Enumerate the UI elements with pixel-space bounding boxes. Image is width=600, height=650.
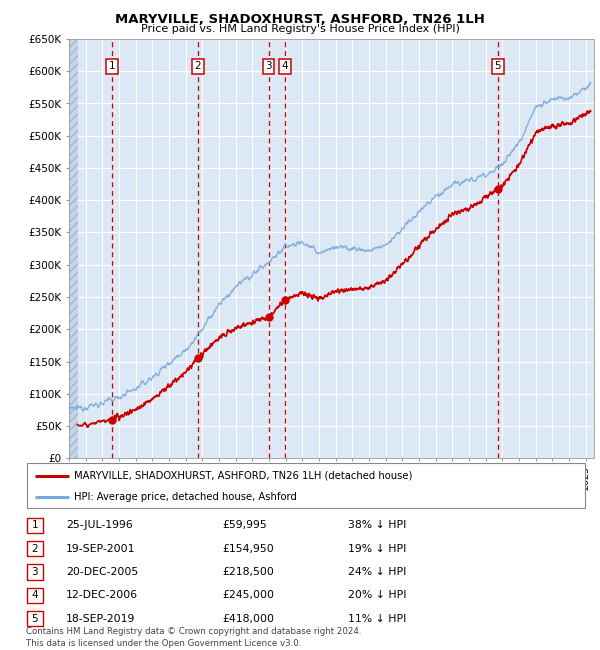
- Text: 3: 3: [265, 61, 272, 72]
- Text: HPI: Average price, detached house, Ashford: HPI: Average price, detached house, Ashf…: [74, 493, 298, 502]
- Text: 19-SEP-2001: 19-SEP-2001: [66, 543, 136, 554]
- Text: 1: 1: [109, 61, 115, 72]
- FancyBboxPatch shape: [26, 588, 43, 603]
- Text: £218,500: £218,500: [222, 567, 274, 577]
- Text: 25-JUL-1996: 25-JUL-1996: [66, 520, 133, 530]
- Text: 38% ↓ HPI: 38% ↓ HPI: [348, 520, 406, 530]
- FancyBboxPatch shape: [26, 564, 43, 580]
- Text: 4: 4: [31, 590, 38, 601]
- Text: 19% ↓ HPI: 19% ↓ HPI: [348, 543, 406, 554]
- Text: 20% ↓ HPI: 20% ↓ HPI: [348, 590, 407, 601]
- Text: MARYVILLE, SHADOXHURST, ASHFORD, TN26 1LH (detached house): MARYVILLE, SHADOXHURST, ASHFORD, TN26 1L…: [74, 471, 413, 480]
- Text: 11% ↓ HPI: 11% ↓ HPI: [348, 614, 406, 624]
- Text: £245,000: £245,000: [222, 590, 274, 601]
- FancyBboxPatch shape: [27, 463, 585, 508]
- Text: 18-SEP-2019: 18-SEP-2019: [66, 614, 136, 624]
- Text: £154,950: £154,950: [222, 543, 274, 554]
- Text: 12-DEC-2006: 12-DEC-2006: [66, 590, 138, 601]
- Text: 4: 4: [281, 61, 288, 72]
- Text: 1: 1: [31, 520, 38, 530]
- Text: 3: 3: [31, 567, 38, 577]
- Text: Price paid vs. HM Land Registry's House Price Index (HPI): Price paid vs. HM Land Registry's House …: [140, 24, 460, 34]
- Text: 24% ↓ HPI: 24% ↓ HPI: [348, 567, 406, 577]
- Text: 2: 2: [194, 61, 201, 72]
- FancyBboxPatch shape: [26, 611, 43, 627]
- Text: 20-DEC-2005: 20-DEC-2005: [66, 567, 138, 577]
- Text: MARYVILLE, SHADOXHURST, ASHFORD, TN26 1LH: MARYVILLE, SHADOXHURST, ASHFORD, TN26 1L…: [115, 13, 485, 26]
- FancyBboxPatch shape: [26, 517, 43, 533]
- Text: 2: 2: [31, 543, 38, 554]
- Text: Contains HM Land Registry data © Crown copyright and database right 2024.
This d: Contains HM Land Registry data © Crown c…: [26, 627, 361, 648]
- Text: 5: 5: [494, 61, 501, 72]
- FancyBboxPatch shape: [26, 541, 43, 556]
- Text: £418,000: £418,000: [222, 614, 274, 624]
- Text: £59,995: £59,995: [222, 520, 267, 530]
- Text: 5: 5: [31, 614, 38, 624]
